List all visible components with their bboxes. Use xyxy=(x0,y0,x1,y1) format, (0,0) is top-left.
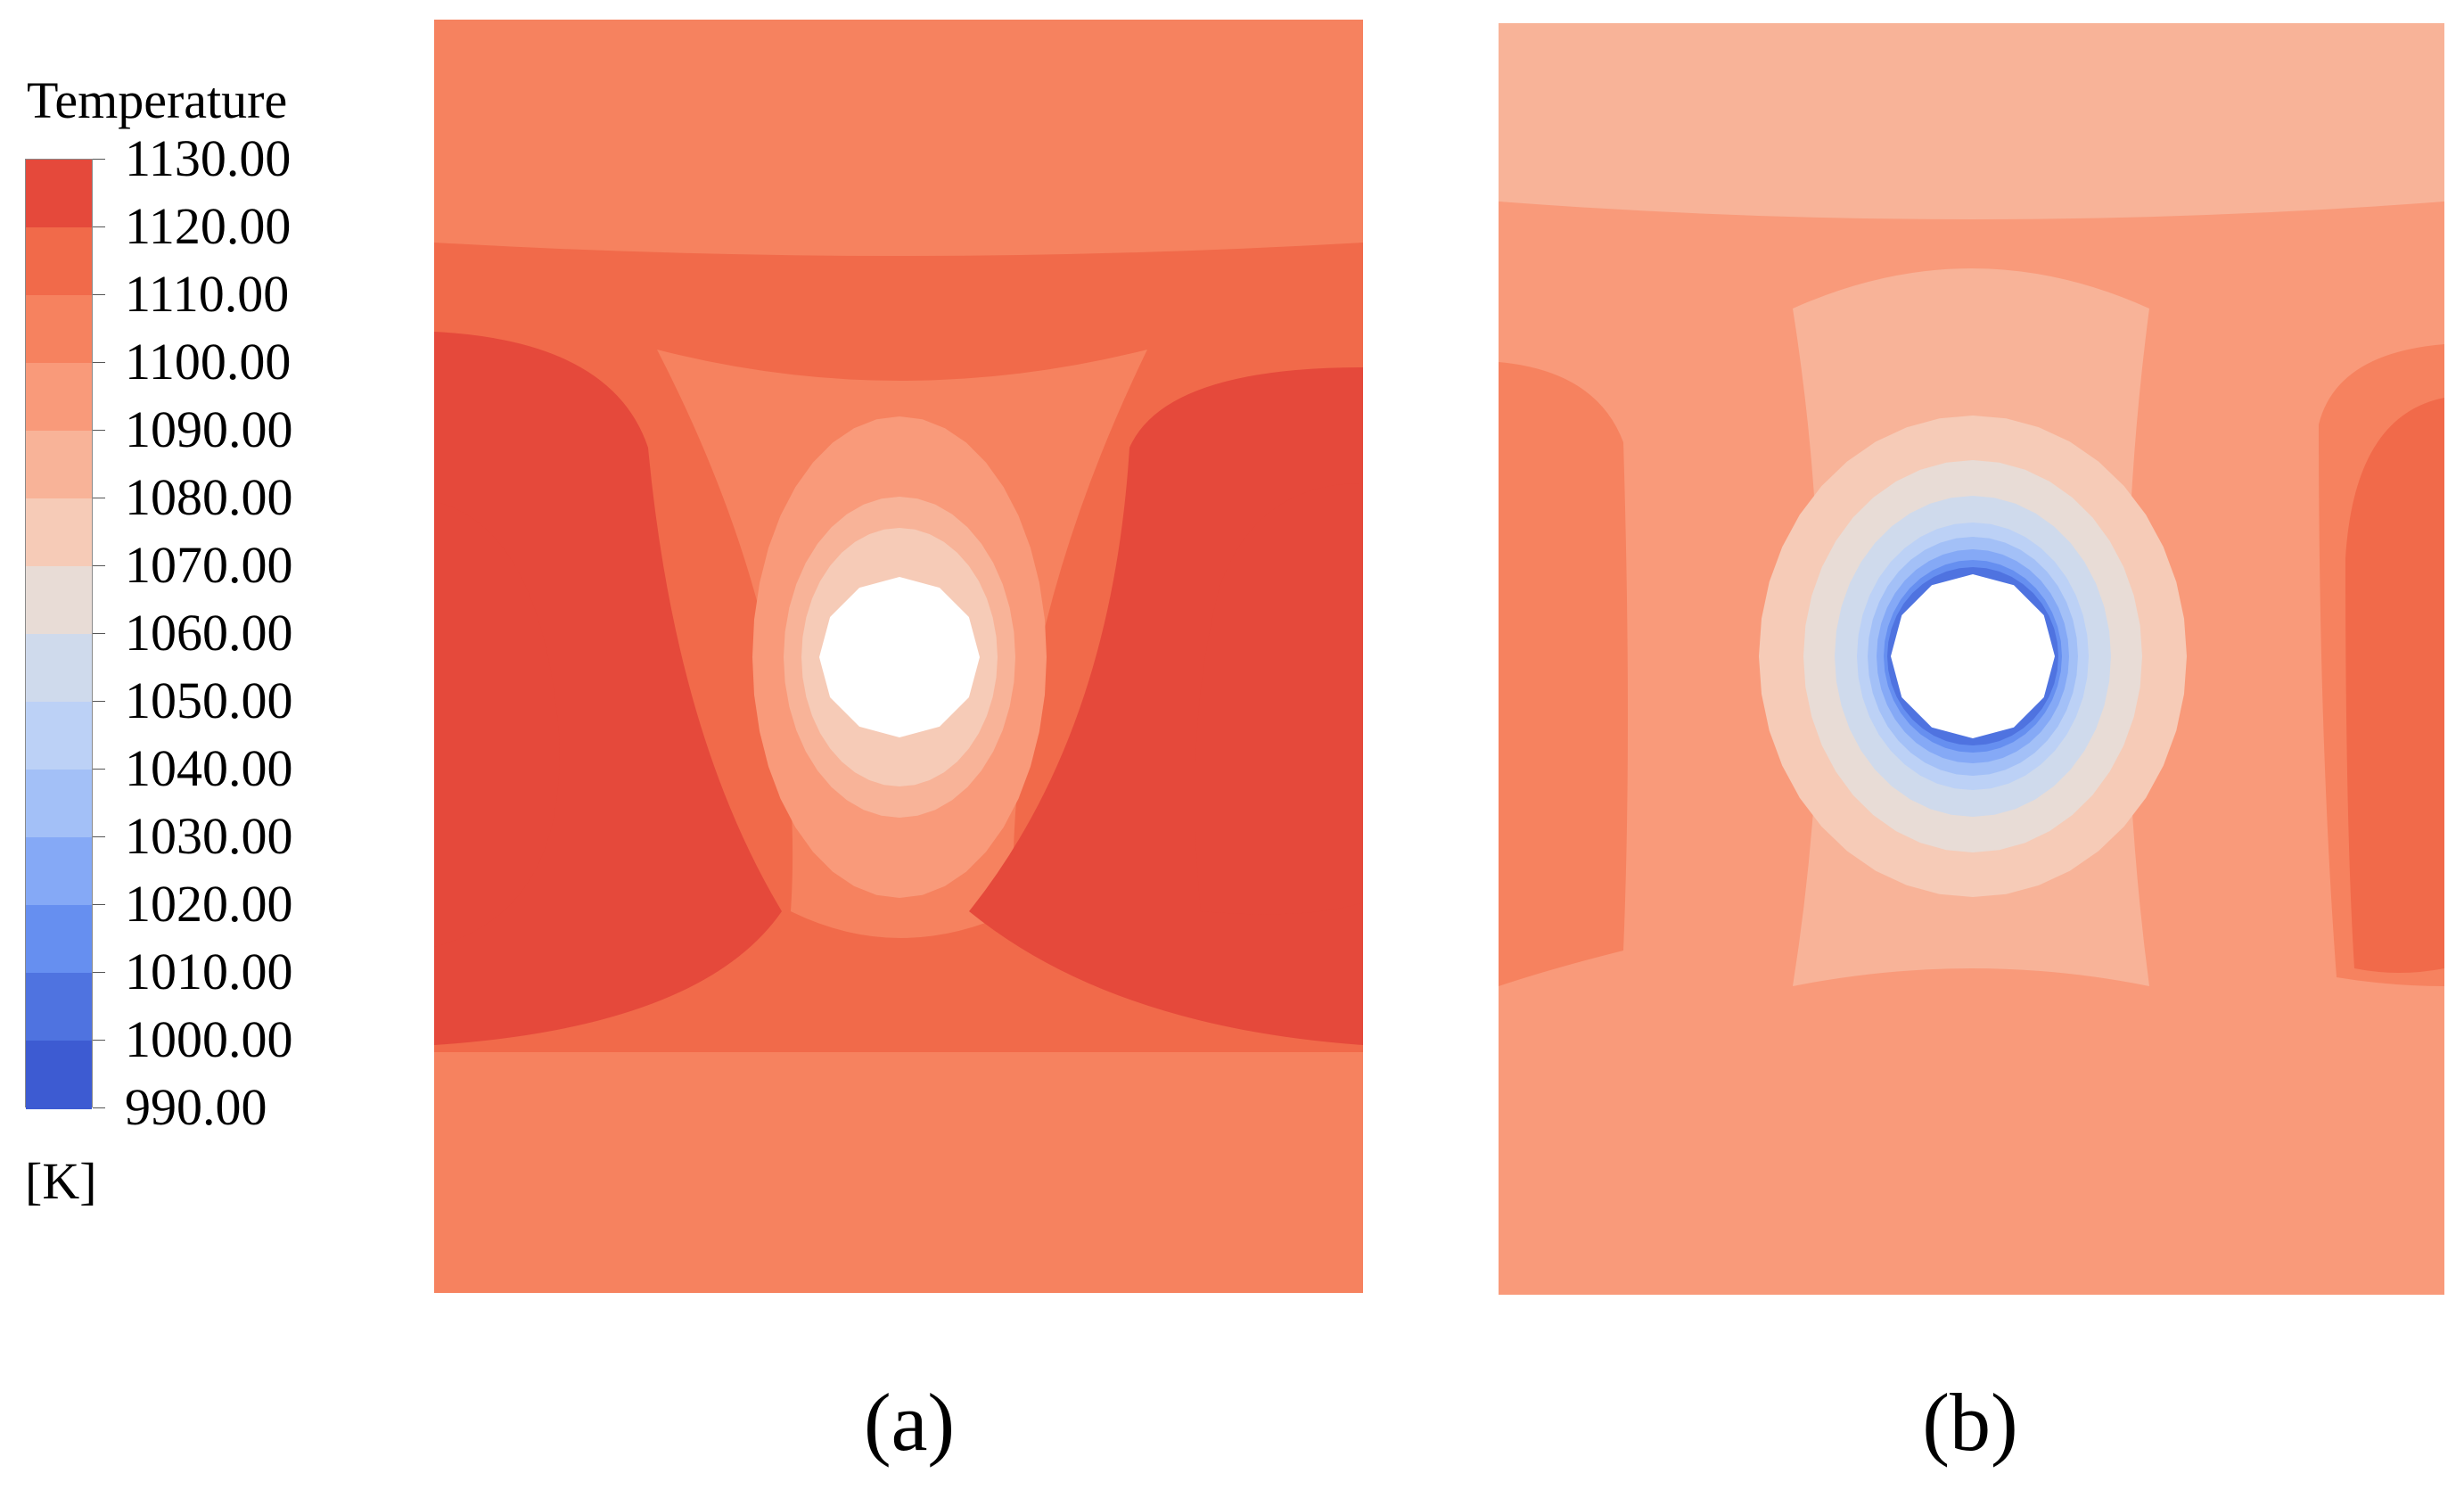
color-bar-tick xyxy=(93,972,105,973)
color-bar-tick-label: 1050.00 xyxy=(125,671,293,729)
color-bar-tick xyxy=(93,294,105,295)
color-bar-tick-label: 990.00 xyxy=(125,1078,267,1136)
color-bar-tick-label: 1000.00 xyxy=(125,1010,293,1068)
color-bar-tick xyxy=(93,701,105,702)
color-bar-tick-label: 1030.00 xyxy=(125,807,293,865)
panel-label-a: (a) xyxy=(863,1377,956,1468)
contour-band xyxy=(434,501,560,947)
color-bar-band xyxy=(26,1041,92,1109)
color-bar-band xyxy=(26,363,92,432)
contour-band xyxy=(1499,1054,2444,1295)
color-bar-tick-label: 1060.00 xyxy=(125,604,293,662)
color-bar-tick xyxy=(93,1107,105,1108)
color-bar-tick-label: 1120.00 xyxy=(125,197,292,255)
color-bar-tick xyxy=(93,565,105,566)
color-bar-band xyxy=(26,770,92,838)
cylinder-hole xyxy=(819,577,980,737)
color-bar-band xyxy=(26,160,92,228)
color-bar-band xyxy=(26,905,92,974)
color-bar xyxy=(25,159,93,1109)
color-bar-tick xyxy=(93,836,105,837)
color-bar-band xyxy=(26,295,92,364)
color-bar-band xyxy=(26,973,92,1041)
color-bar-tick-label: 1110.00 xyxy=(125,265,290,323)
contour-band xyxy=(1499,362,1628,986)
cylinder-hole xyxy=(1891,574,2055,738)
contour-band xyxy=(1195,483,1363,915)
color-bar-tick xyxy=(93,633,105,634)
color-bar-tick-label: 1100.00 xyxy=(125,333,292,391)
color-bar-band xyxy=(26,431,92,499)
legend-title: Temperature xyxy=(27,71,288,129)
legend-unit: [K] xyxy=(25,1152,97,1210)
contour-band xyxy=(2345,398,2444,973)
color-bar-tick xyxy=(93,769,105,770)
color-bar-tick xyxy=(93,1040,105,1041)
color-bar-tick-label: 1090.00 xyxy=(125,400,293,458)
color-bar-band xyxy=(26,498,92,567)
color-bar-tick-label: 1070.00 xyxy=(125,536,293,594)
color-bar-tick-label: 1010.00 xyxy=(125,943,293,1000)
color-bar-band xyxy=(26,837,92,906)
color-bar-tick xyxy=(93,159,105,160)
color-bar-band xyxy=(26,566,92,635)
color-bar-tick-label: 1020.00 xyxy=(125,875,293,933)
color-bar-tick xyxy=(93,430,105,431)
color-bar-tick-label: 1040.00 xyxy=(125,739,293,797)
contour-band xyxy=(1499,23,2444,219)
panel-label-b: (b) xyxy=(1922,1377,2018,1468)
color-bar-band xyxy=(26,702,92,770)
contour-band xyxy=(434,20,1363,256)
color-bar-tick-label: 1130.00 xyxy=(125,129,292,187)
contour-panel-b xyxy=(1499,23,2444,1295)
color-bar-band xyxy=(26,634,92,703)
color-bar-tick xyxy=(93,362,105,363)
color-bar-tick xyxy=(93,226,105,227)
color-bar-tick-label: 1080.00 xyxy=(125,468,293,526)
contour-panel-a xyxy=(434,20,1363,1293)
color-bar-band xyxy=(26,227,92,296)
color-bar-tick xyxy=(93,904,105,905)
contour-band xyxy=(434,1052,1363,1293)
